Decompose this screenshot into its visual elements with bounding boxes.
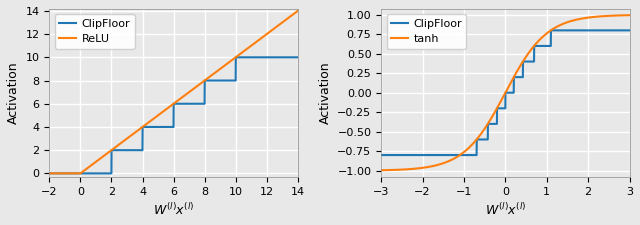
ReLU bbox=[294, 9, 301, 12]
ClipFloor bbox=[231, 79, 239, 82]
Y-axis label: Activation: Activation bbox=[7, 61, 20, 124]
ReLU bbox=[250, 43, 257, 45]
ClipFloor bbox=[378, 154, 385, 156]
tanh bbox=[539, 36, 547, 38]
ClipFloor bbox=[626, 29, 634, 32]
ClipFloor bbox=[582, 29, 589, 32]
ClipFloor bbox=[232, 56, 239, 59]
ClipFloor bbox=[526, 60, 534, 63]
tanh bbox=[626, 14, 634, 16]
ReLU bbox=[207, 74, 215, 77]
ClipFloor bbox=[294, 56, 301, 59]
ClipFloor bbox=[563, 29, 570, 32]
ClipFloor bbox=[45, 172, 53, 175]
Line: ClipFloor: ClipFloor bbox=[381, 30, 630, 155]
tanh bbox=[526, 50, 534, 52]
ClipFloor bbox=[207, 79, 215, 82]
ReLU bbox=[195, 84, 202, 87]
ClipFloor bbox=[195, 102, 202, 105]
ReLU bbox=[45, 172, 53, 175]
Line: ClipFloor: ClipFloor bbox=[49, 57, 298, 173]
ClipFloor bbox=[547, 29, 555, 32]
tanh bbox=[472, 139, 480, 142]
Legend: ClipFloor, tanh: ClipFloor, tanh bbox=[387, 14, 467, 49]
ReLU bbox=[91, 162, 99, 164]
ClipFloor bbox=[422, 154, 430, 156]
ClipFloor bbox=[140, 126, 148, 128]
Line: ReLU: ReLU bbox=[49, 11, 298, 173]
tanh bbox=[378, 169, 385, 172]
tanh bbox=[422, 166, 430, 169]
ReLU bbox=[140, 124, 148, 127]
X-axis label: $W^{(l)}x^{(l)}$: $W^{(l)}x^{(l)}$ bbox=[484, 202, 526, 218]
Line: tanh: tanh bbox=[381, 15, 630, 170]
ReLU bbox=[231, 57, 239, 59]
Legend: ClipFloor, ReLU: ClipFloor, ReLU bbox=[55, 14, 134, 49]
ClipFloor bbox=[472, 154, 480, 156]
tanh bbox=[582, 17, 589, 19]
tanh bbox=[563, 21, 570, 24]
X-axis label: $W^{(l)}x^{(l)}$: $W^{(l)}x^{(l)}$ bbox=[153, 202, 194, 218]
ClipFloor bbox=[539, 45, 547, 47]
ClipFloor bbox=[91, 172, 99, 175]
ClipFloor bbox=[250, 56, 257, 59]
Y-axis label: Activation: Activation bbox=[319, 61, 332, 124]
